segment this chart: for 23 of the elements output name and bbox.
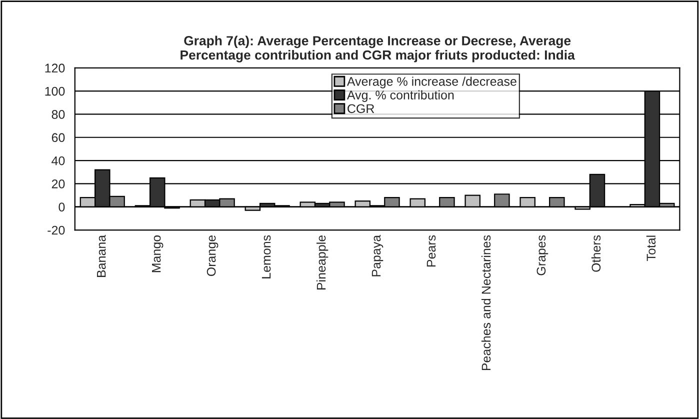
x-tick-label: Peaches and Nectarines [481, 235, 491, 370]
legend-label: CGR [348, 104, 374, 114]
y-tick-label: 120 [45, 64, 65, 73]
x-tick-label: Orange [206, 235, 218, 276]
y-tick-label: 20 [52, 180, 65, 188]
legend-label: Average % increase /decrease [346, 76, 516, 88]
x-tick-label: Mango [152, 235, 164, 272]
x-tick-label: Others [591, 235, 601, 272]
x-tick-label: Papaya [372, 234, 384, 276]
legend-label: Avg. % contribution [346, 90, 454, 102]
x-tick-label: Pineapple [316, 235, 328, 290]
y-tick-label: -20 [48, 226, 65, 235]
x-tick-label: Banana [97, 234, 106, 277]
chart-title: Graph 7(a): Average Percentage Increase or Decrese, Average Percentage contribution and CGR major friuts producted: India [180, 36, 575, 62]
y-tick-label: 40 [52, 156, 65, 166]
y-tick-label: 100 [45, 86, 65, 96]
x-tick-label: Lemons [262, 235, 271, 278]
x-tick-label: Grapes [536, 235, 548, 276]
y-tick-label: 60 [52, 133, 65, 142]
x-tick-label: Pears [426, 235, 436, 267]
y-tick-label: 0 [58, 202, 65, 212]
x-tick-label: Total [646, 236, 656, 262]
y-tick-label: 80 [52, 110, 65, 119]
